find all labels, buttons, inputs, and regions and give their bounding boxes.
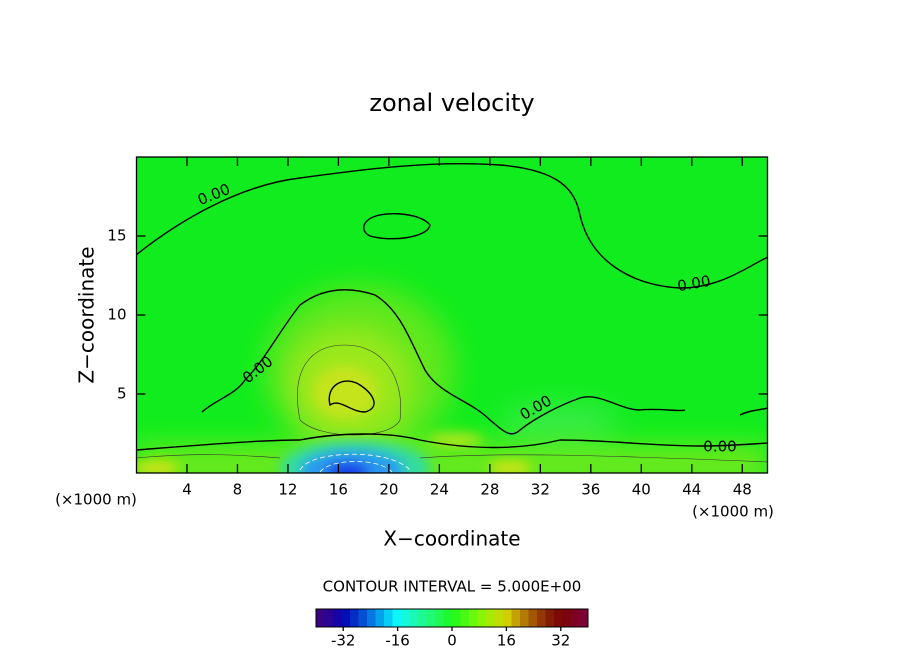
- colorbar-tick-label: 16: [497, 632, 516, 650]
- colorbar-tick-label: -16: [385, 632, 410, 650]
- colorbar-cell: [384, 609, 393, 627]
- colorbar-cell: [460, 609, 470, 627]
- colorbar-cell: [452, 609, 461, 627]
- colorbar-cell: [443, 609, 453, 627]
- colorbar-cell: [486, 609, 495, 627]
- colorbar-cell: [503, 609, 512, 627]
- x-tick-label: 8: [233, 481, 243, 499]
- colorbar-cell: [333, 609, 342, 627]
- unit-label: (×1000 m): [692, 503, 774, 521]
- colorbar-cell: [469, 609, 478, 627]
- colorbar-cell: [392, 609, 402, 627]
- colorbar-cell: [324, 609, 334, 627]
- colorbar-cell: [545, 609, 555, 627]
- colorbar-cell: [477, 609, 487, 627]
- colorbar-cell: [435, 609, 444, 627]
- colorbar-cell: [358, 609, 368, 627]
- x-tick-label: 28: [480, 481, 499, 499]
- y-tick-label: 10: [107, 306, 126, 324]
- colorbar-cell: [426, 609, 436, 627]
- colorbar-cell: [520, 609, 529, 627]
- colorbar-cell: [494, 609, 504, 627]
- colorbar-cell: [341, 609, 351, 627]
- colorbar-cell: [571, 609, 580, 627]
- colorbar-cell: [418, 609, 427, 627]
- contour-label: 0.00: [703, 438, 736, 456]
- chart-title: zonal velocity: [369, 89, 534, 117]
- x-tick-label: 24: [430, 481, 449, 499]
- colorbar-cell: [562, 609, 572, 627]
- x-tick-label: 12: [278, 481, 297, 499]
- y-axis-label: Z−coordinate: [75, 246, 99, 383]
- colorbar-cell: [409, 609, 419, 627]
- x-tick-label: 44: [682, 481, 701, 499]
- contour-label: 0.00: [676, 272, 712, 296]
- x-tick-label: 32: [531, 481, 550, 499]
- colorbar-tick-label: -32: [331, 632, 356, 650]
- x-axis-label: X−coordinate: [383, 527, 520, 551]
- x-tick-label: 20: [379, 481, 398, 499]
- colorbar-cell: [528, 609, 538, 627]
- colorbar-tick-label: 0: [447, 632, 457, 650]
- x-tick-label: 4: [182, 481, 192, 499]
- unit-label: (×1000 m): [55, 491, 137, 509]
- x-tick-label: 36: [581, 481, 600, 499]
- colorbar-cell: [511, 609, 521, 627]
- colorbar-cell: [367, 609, 376, 627]
- colorbar-cell: [316, 609, 325, 627]
- x-tick-label: 16: [329, 481, 348, 499]
- colorbar-cell: [350, 609, 359, 627]
- contour-field: [136, 157, 768, 473]
- colorbar-tick-label: 32: [551, 632, 570, 650]
- colorbar-cell: [554, 609, 563, 627]
- x-tick-label: 40: [632, 481, 651, 499]
- y-tick-label: 15: [107, 227, 126, 245]
- x-tick-label: 48: [733, 481, 752, 499]
- y-tick-label: 5: [117, 385, 127, 403]
- colorbar-cell: [579, 609, 589, 627]
- contour-interval: CONTOUR INTERVAL = 5.000E+00: [323, 578, 582, 596]
- colorbar-cell: [401, 609, 410, 627]
- colorbar-cell: [375, 609, 385, 627]
- colorbar-cell: [537, 609, 546, 627]
